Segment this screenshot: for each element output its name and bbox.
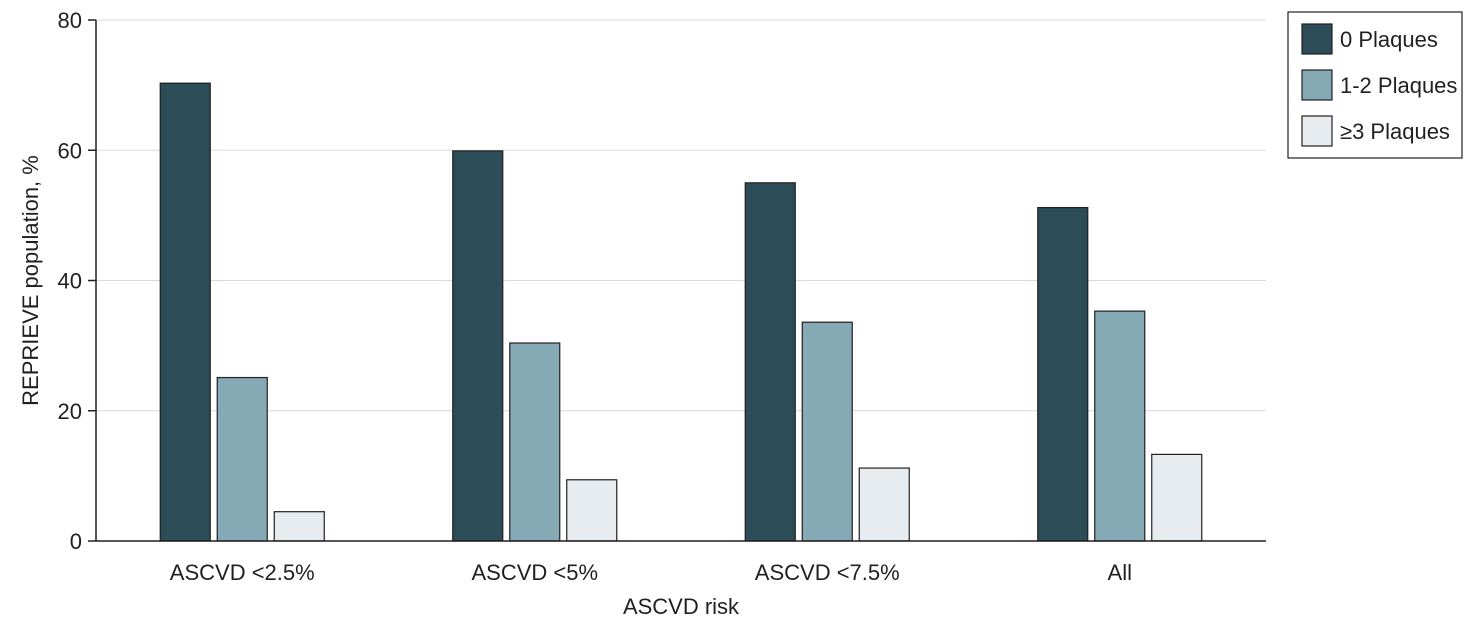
y-tick-label: 40 — [58, 269, 82, 294]
y-tick-label: 60 — [58, 138, 82, 163]
x-tick-label: All — [1108, 560, 1132, 585]
bars — [159, 82, 1203, 542]
y-axis-ticks: 0 20 40 60 80 — [58, 8, 96, 554]
bar-1-4 — [1037, 206, 1089, 542]
y-tick-label: 20 — [58, 399, 82, 424]
bar-1-2 — [452, 150, 504, 542]
y-axis-title: REPRIEVE population, % — [18, 155, 43, 406]
x-tick-label: ASCVD <7.5% — [755, 560, 900, 585]
bar-1-1 — [159, 82, 211, 542]
legend-label-3: ≥3 Plaques — [1340, 119, 1450, 144]
x-tick-label: ASCVD <5% — [471, 560, 598, 585]
x-axis-ticks: ASCVD <2.5% ASCVD <5% ASCVD <7.5% All — [170, 560, 1132, 585]
legend-label-2: 1-2 Plaques — [1340, 73, 1457, 98]
bar-2-3 — [801, 321, 853, 542]
x-axis-title: ASCVD risk — [623, 594, 740, 619]
bar-3-1 — [273, 511, 325, 542]
legend-swatch-2 — [1301, 69, 1333, 101]
bar-2-2 — [509, 342, 561, 542]
bar-2-4 — [1094, 310, 1146, 542]
legend-label-1: 0 Plaques — [1340, 27, 1438, 52]
legend-swatch-1 — [1301, 23, 1333, 55]
legend: 0 Plaques 1-2 Plaques ≥3 Plaques — [1287, 11, 1463, 159]
y-tick-label: 80 — [58, 8, 82, 33]
bar-3-3 — [858, 467, 910, 542]
legend-items: 0 Plaques 1-2 Plaques ≥3 Plaques — [1301, 23, 1457, 147]
bar-2-1 — [216, 376, 268, 542]
gridlines — [96, 19, 1266, 412]
legend-swatch-3 — [1301, 115, 1333, 147]
bar-3-4 — [1151, 453, 1203, 542]
y-tick-label: 0 — [70, 529, 82, 554]
bar-1-3 — [744, 182, 796, 542]
x-tick-label: ASCVD <2.5% — [170, 560, 315, 585]
bar-3-2 — [566, 479, 618, 542]
